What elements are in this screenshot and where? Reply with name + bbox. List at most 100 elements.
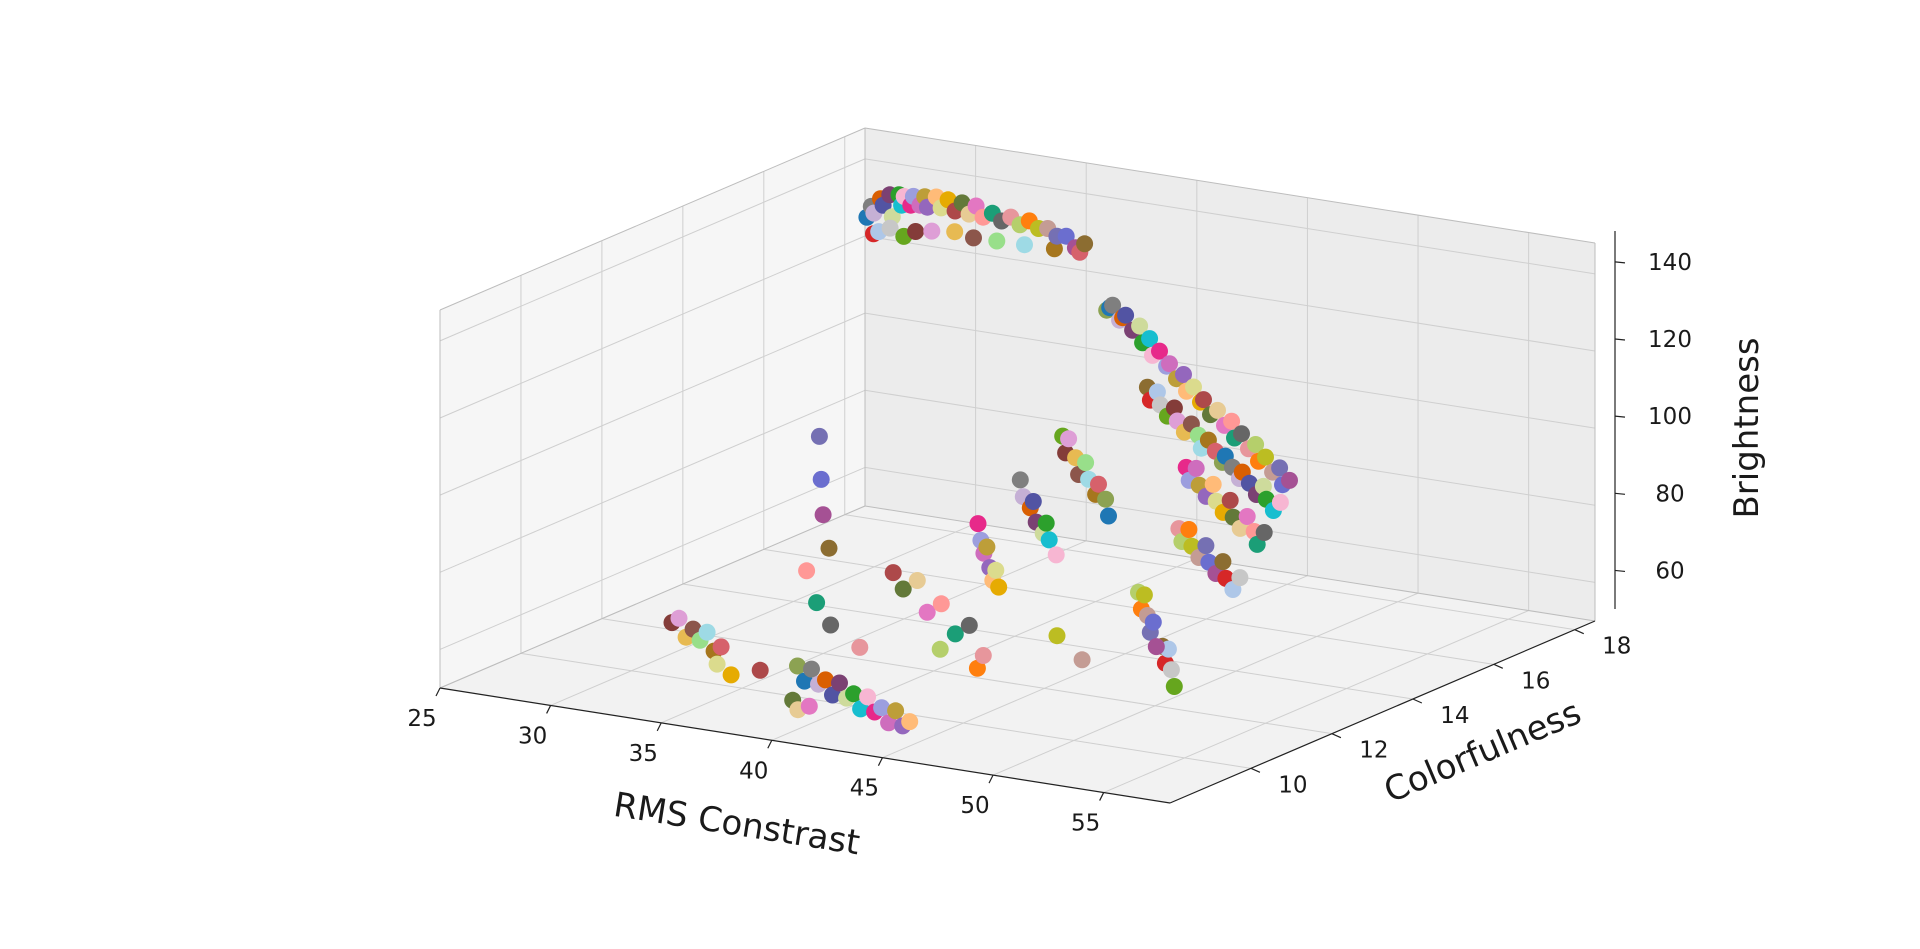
data-point (808, 594, 826, 612)
grid-line-z (439, 466, 866, 650)
data-point (845, 685, 863, 703)
data-point (1185, 378, 1202, 396)
data-point (1016, 236, 1033, 254)
data-point (1247, 436, 1265, 453)
x-tick-mark (546, 705, 552, 714)
grid-line-z (439, 235, 866, 419)
data-point (822, 616, 840, 634)
grid-line-y (601, 618, 1332, 735)
data-point (901, 713, 919, 731)
x-tick-mark (1099, 792, 1105, 801)
data-point (1175, 366, 1192, 383)
data-point (670, 609, 688, 627)
data-point (1151, 342, 1168, 360)
x-tick-label: 30 (518, 723, 547, 749)
data-points (663, 186, 1298, 735)
z-tick-mark (1614, 415, 1626, 418)
data-point (884, 564, 902, 582)
x-tick-mark (656, 722, 662, 732)
data-point (960, 616, 978, 634)
data-point (1165, 678, 1183, 695)
data-point (918, 603, 936, 621)
y-tick-label: 18 (1602, 634, 1631, 660)
grid-line-z (439, 389, 866, 573)
data-point (712, 638, 730, 656)
x-axis-title: RMS Constrast (611, 785, 863, 863)
data-point (932, 595, 950, 613)
data-point (978, 538, 996, 556)
data-point (1011, 471, 1029, 489)
data-point (1073, 651, 1091, 669)
data-point (1037, 514, 1055, 532)
data-point (1161, 355, 1178, 373)
data-point (859, 688, 877, 706)
data-point (1060, 430, 1078, 448)
data-point (708, 655, 726, 673)
data-point (1090, 475, 1107, 493)
y-tick-mark (1412, 698, 1423, 704)
data-point (1180, 521, 1198, 538)
data-point (1214, 553, 1232, 571)
data-point (1141, 330, 1159, 348)
data-point (751, 661, 769, 679)
grid-line-x (882, 575, 1308, 759)
x-tick-label: 45 (850, 776, 879, 802)
data-point (968, 659, 986, 677)
grid-line-z (439, 158, 866, 342)
data-point (1238, 508, 1256, 525)
data-point (873, 699, 891, 717)
x-axis-line (439, 687, 1171, 804)
x-tick-mark (988, 774, 994, 784)
data-point (1162, 661, 1180, 679)
y-tick-mark (1574, 629, 1585, 635)
data-point (881, 219, 899, 237)
data-point (817, 671, 834, 689)
y-tick-mark (1493, 663, 1504, 669)
data-point (1271, 459, 1289, 477)
data-point (851, 638, 869, 656)
data-point (894, 580, 912, 598)
data-point (1144, 613, 1162, 631)
data-point (1209, 401, 1226, 419)
z-tick-label: 100 (1648, 404, 1692, 430)
data-point (1233, 425, 1250, 443)
y-tick-label: 16 (1521, 668, 1550, 694)
x-tick-mark (767, 740, 773, 749)
data-point (965, 229, 982, 247)
data-point (1221, 491, 1239, 509)
grid-line-x (992, 592, 1419, 776)
y-tick-mark (1331, 733, 1342, 739)
x-tick-mark (877, 757, 883, 766)
data-point (803, 660, 820, 678)
data-point (1048, 627, 1066, 645)
data-point (1104, 296, 1122, 314)
z-tick-label: 60 (1655, 558, 1684, 584)
grid-line-z (864, 389, 1596, 506)
data-point (1076, 235, 1094, 253)
data-point (908, 572, 926, 589)
data-point (1100, 507, 1117, 525)
grid-line-z (439, 312, 866, 496)
data-point (1045, 240, 1063, 258)
data-point (931, 640, 949, 658)
grid-line-y (682, 583, 1413, 700)
data-point (1204, 475, 1222, 493)
data-point (990, 578, 1008, 596)
data-point (814, 506, 832, 524)
z-tick-label: 120 (1648, 327, 1692, 353)
grid-line-z (864, 235, 1596, 352)
data-point (1135, 586, 1153, 604)
grid-line-y (763, 548, 1494, 665)
x-tick-label: 50 (960, 793, 989, 819)
data-point (1281, 471, 1298, 489)
data-point (810, 427, 828, 445)
tick-labels: 25 30 35 40 45 50 55 10 12 14 16 18 60 80 100 120 140 (407, 250, 1692, 837)
data-point (1271, 493, 1289, 511)
grid-line-z (864, 158, 1596, 275)
z-tick-mark (1614, 569, 1626, 573)
y-tick-label: 10 (1278, 772, 1307, 798)
data-point (907, 223, 925, 240)
data-point (1097, 490, 1115, 508)
data-point (1057, 227, 1075, 245)
